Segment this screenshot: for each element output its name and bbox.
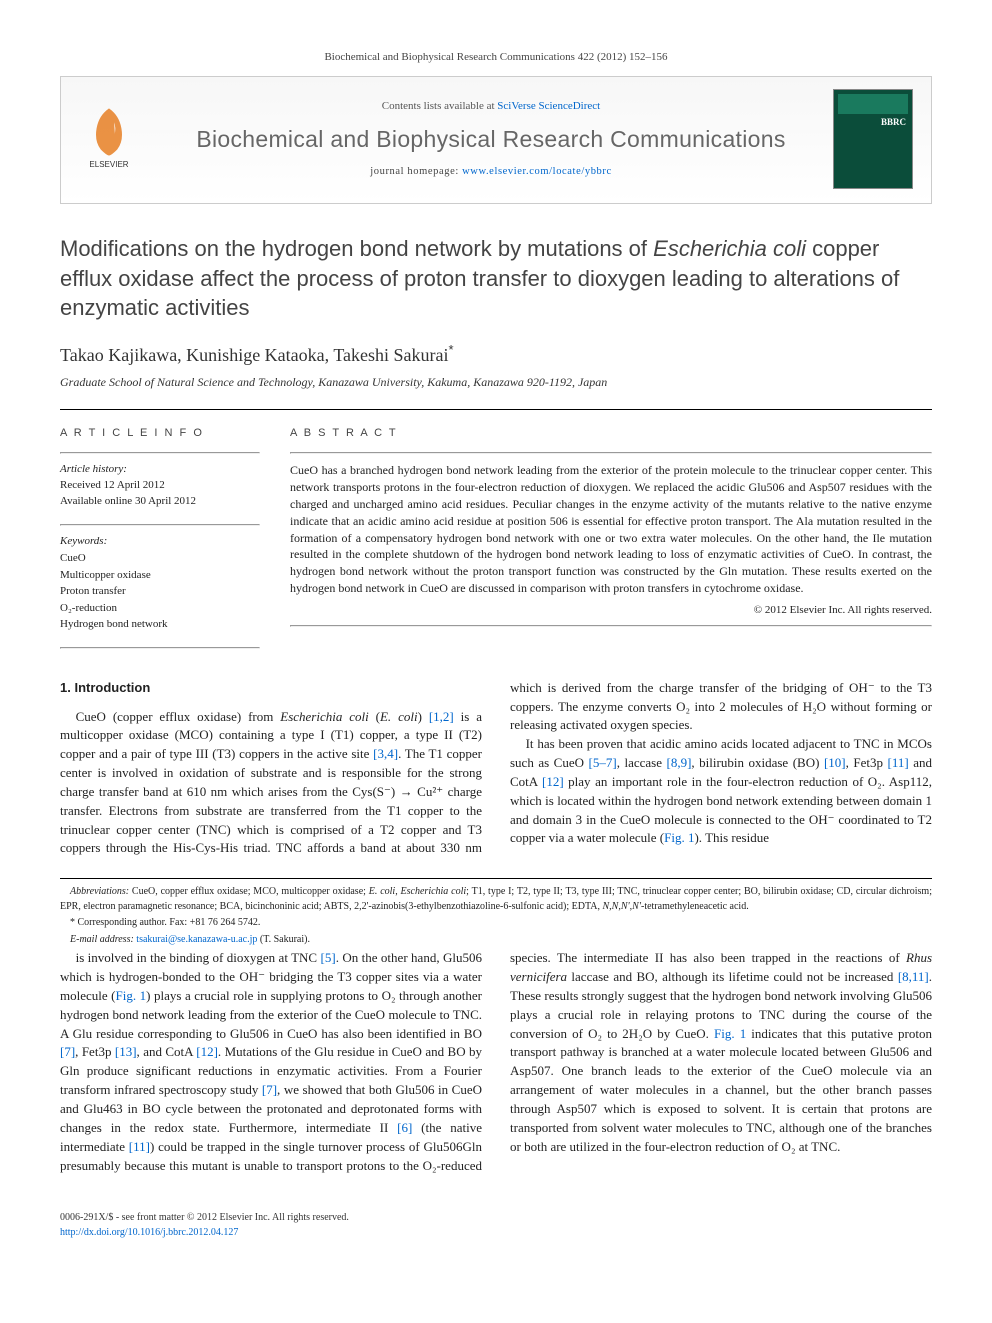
received-date: Received 12 April 2012 bbox=[60, 478, 260, 494]
sciencedirect-link[interactable]: SciVerse ScienceDirect bbox=[497, 100, 600, 112]
keyword: Hydrogen bond network bbox=[60, 616, 260, 633]
keywords-list: CueO Multicopper oxidase Proton transfer… bbox=[60, 550, 260, 633]
history-label: Article history: bbox=[60, 462, 260, 478]
avail-label: Contents lists available at bbox=[382, 100, 497, 112]
journal-header: ELSEVIER Contents lists available at Sci… bbox=[60, 76, 932, 204]
publisher-logo-wrap: ELSEVIER bbox=[79, 101, 149, 177]
keyword: Proton transfer bbox=[60, 583, 260, 600]
email: E-mail address: tsakurai@se.kanazawa-u.a… bbox=[60, 933, 932, 948]
online-date: Available online 30 April 2012 bbox=[60, 494, 260, 510]
paragraph: It has been proven that acidic amino aci… bbox=[510, 735, 932, 848]
affiliation: Graduate School of Natural Science and T… bbox=[60, 374, 932, 391]
doi-link[interactable]: http://dx.doi.org/10.1016/j.bbrc.2012.04… bbox=[60, 1226, 349, 1241]
abstract-copyright: © 2012 Elsevier Inc. All rights reserved… bbox=[290, 603, 932, 619]
email-name: (T. Sakurai). bbox=[257, 934, 310, 945]
abbreviations: Abbreviations: CueO, copper efflux oxida… bbox=[60, 885, 932, 914]
contents-available: Contents lists available at SciVerse Sci… bbox=[163, 99, 819, 115]
svg-text:ELSEVIER: ELSEVIER bbox=[89, 160, 128, 169]
author-names: Takao Kajikawa, Kunishige Kataoka, Takes… bbox=[60, 345, 449, 365]
article-info-heading: A R T I C L E I N F O bbox=[60, 426, 260, 442]
homepage-label: journal homepage: bbox=[370, 166, 462, 177]
article-title: Modifications on the hydrogen bond netwo… bbox=[60, 234, 932, 323]
footer: 0006-291X/$ - see front matter © 2012 El… bbox=[60, 1205, 932, 1240]
article-info: A R T I C L E I N F O Article history: R… bbox=[60, 426, 260, 648]
journal-title: Biochemical and Biophysical Research Com… bbox=[163, 123, 819, 156]
running-header: Biochemical and Biophysical Research Com… bbox=[60, 50, 932, 66]
journal-cover bbox=[833, 89, 913, 189]
elsevier-logo: ELSEVIER bbox=[79, 101, 139, 171]
abstract-text: CueO has a branched hydrogen bond networ… bbox=[290, 462, 932, 596]
footnotes: Abbreviations: CueO, copper efflux oxida… bbox=[60, 878, 932, 949]
corresponding-mark: * bbox=[449, 342, 454, 357]
email-link[interactable]: tsakurai@se.kanazawa-u.ac.jp bbox=[136, 934, 257, 945]
keywords-label: Keywords: bbox=[60, 534, 260, 550]
abstract-block: A B S T R A C T CueO has a branched hydr… bbox=[290, 426, 932, 648]
divider bbox=[60, 409, 932, 410]
corresponding-author: * Corresponding author. Fax: +81 76 264 … bbox=[60, 916, 932, 931]
keyword: O₂-reduction bbox=[60, 600, 260, 617]
email-label: E-mail address: bbox=[70, 934, 136, 945]
keyword: Multicopper oxidase bbox=[60, 567, 260, 584]
keyword: CueO bbox=[60, 550, 260, 567]
paragraph: is involved in the binding of dioxygen a… bbox=[60, 949, 932, 1175]
issn-line: 0006-291X/$ - see front matter © 2012 El… bbox=[60, 1211, 349, 1226]
homepage-link[interactable]: www.elsevier.com/locate/ybbrc bbox=[462, 166, 612, 177]
abstract-heading: A B S T R A C T bbox=[290, 426, 932, 442]
authors: Takao Kajikawa, Kunishige Kataoka, Takes… bbox=[60, 341, 932, 368]
section-heading-intro: 1. Introduction bbox=[60, 679, 482, 698]
cover-thumbnail bbox=[833, 89, 913, 189]
journal-homepage: journal homepage: www.elsevier.com/locat… bbox=[163, 164, 819, 179]
body-text: 1. Introduction CueO (copper efflux oxid… bbox=[60, 679, 932, 1176]
